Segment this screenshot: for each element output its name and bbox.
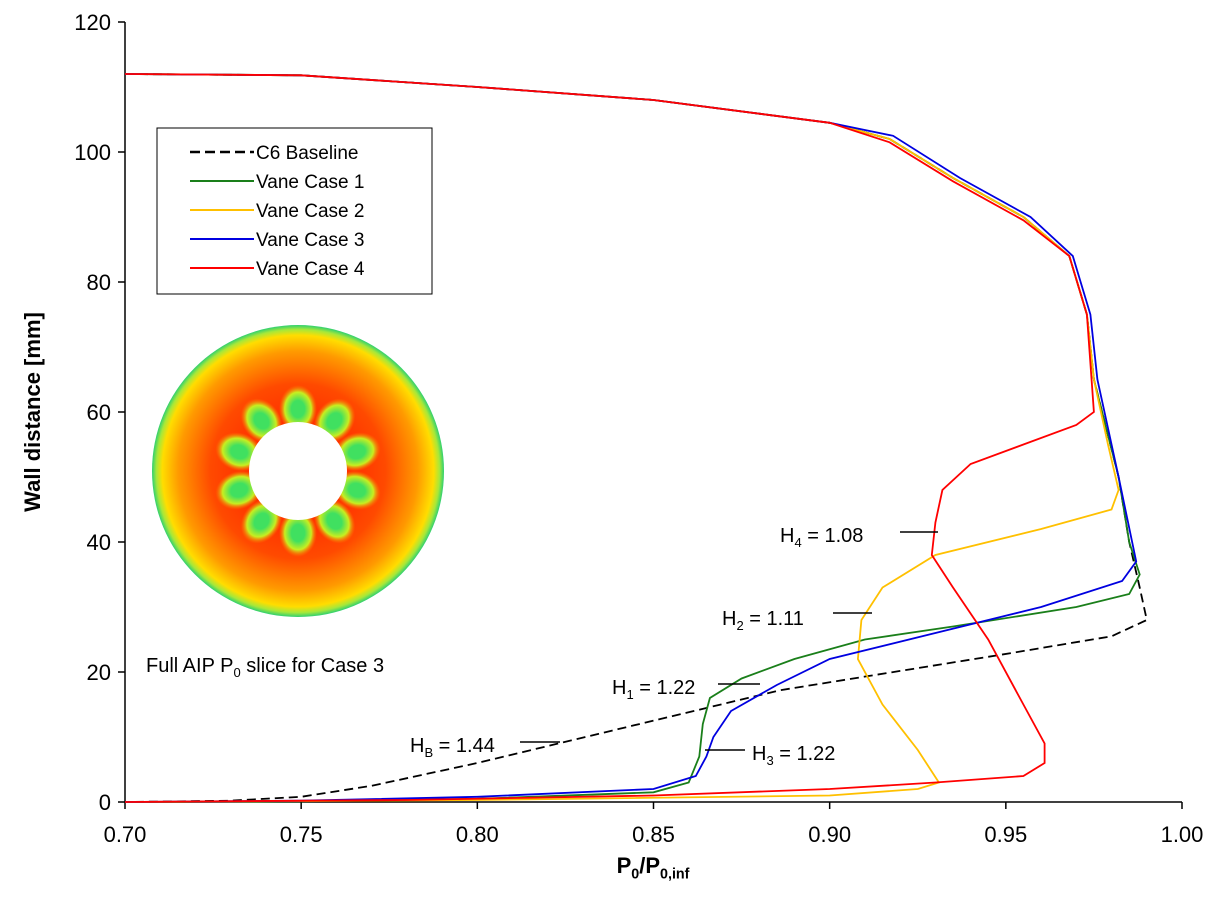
inset-lobe: [279, 509, 317, 557]
annotation-sub: 4: [794, 535, 801, 550]
annotation-part: H: [780, 525, 794, 547]
annotation-sub: B: [424, 745, 433, 760]
legend-label: Vane Case 1: [256, 172, 364, 193]
annotation-sub: 2: [736, 618, 743, 633]
x-tick-label: 0.70: [104, 822, 147, 847]
legend-label: Vane Case 4: [256, 259, 365, 280]
inset-caption: Full AIP P0 slice for Case 3: [146, 655, 384, 680]
inset-lobe: [279, 385, 317, 433]
x-tick-label: 0.80: [456, 822, 499, 847]
x-tick-label: 0.95: [984, 822, 1027, 847]
annotation: HB = 1.44: [410, 735, 495, 760]
x-tick-label: 0.75: [280, 822, 323, 847]
x-tick-label: 1.00: [1161, 822, 1204, 847]
x-tick-label: 0.90: [808, 822, 851, 847]
annotation-sub: 1: [626, 687, 633, 702]
y-tick-label: 80: [87, 270, 111, 295]
series-line: [124, 73, 1138, 803]
x-axis-title-part: P: [617, 853, 632, 878]
legend-label: Vane Case 3: [256, 230, 364, 251]
annotation-part: = 1.08: [802, 525, 864, 547]
annotation: H2 = 1.11: [722, 608, 804, 633]
y-axis-title: Wall distance [mm]: [20, 312, 45, 512]
y-tick-label: 120: [74, 10, 111, 35]
annotation-part: = 1.22: [634, 677, 696, 699]
annotation: H1 = 1.22: [612, 677, 695, 702]
annotation-part: = 1.22: [774, 743, 836, 765]
y-tick-label: 60: [87, 400, 111, 425]
annotation-sub: 3: [766, 753, 773, 768]
annotation: H3 = 1.22: [752, 743, 835, 768]
annotation-part: = 1.44: [433, 735, 495, 757]
annotation-part: H: [722, 608, 736, 630]
annotation-part: H: [612, 677, 626, 699]
x-axis-title: P0/P0,inf: [617, 853, 690, 883]
inset-image: [152, 325, 444, 617]
annotation-part: = 1.11: [744, 608, 804, 630]
annotation-part: H: [410, 735, 424, 757]
x-axis-title-sub: 0,inf: [660, 867, 690, 883]
x-tick-label: 0.85: [632, 822, 675, 847]
y-tick-label: 0: [99, 790, 111, 815]
y-tick-label: 20: [87, 660, 111, 685]
inset-caption-sub: 0: [233, 665, 240, 680]
legend-label: C6 Baseline: [256, 143, 358, 164]
series-line: [124, 73, 1095, 803]
inset-caption-part: Full AIP P: [146, 655, 233, 677]
y-tick-label: 40: [87, 530, 111, 555]
y-tick-label: 100: [74, 140, 111, 165]
inset-caption-part: slice for Case 3: [241, 655, 384, 677]
legend-label: Vane Case 2: [256, 201, 364, 222]
annotation-part: H: [752, 743, 766, 765]
x-axis-title-sub: 0: [631, 867, 639, 883]
annotation: H4 = 1.08: [780, 525, 863, 550]
x-axis-title-part: /P: [639, 853, 660, 878]
